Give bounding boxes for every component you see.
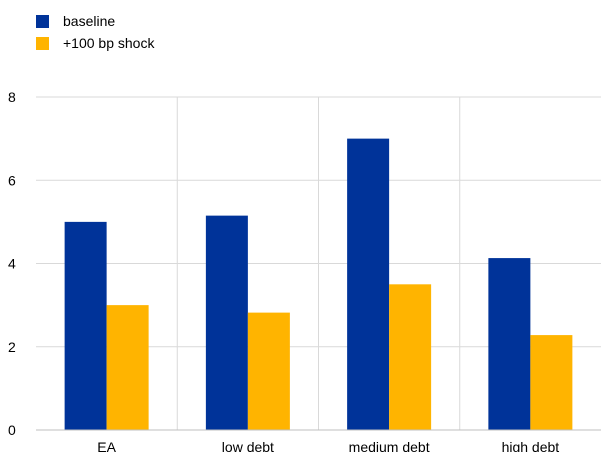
bar-shock — [247, 312, 290, 430]
legend-item-shock: +100 bp shock — [36, 32, 154, 54]
y-tick-label: 4 — [8, 256, 16, 272]
bar-baseline — [347, 138, 390, 430]
bar-shock — [106, 305, 149, 430]
bar-baseline — [205, 215, 248, 430]
bar-shock — [530, 335, 573, 430]
legend-swatch-baseline — [36, 14, 49, 28]
legend-item-baseline: baseline — [36, 10, 154, 32]
bar-shock — [389, 284, 432, 430]
bar-baseline — [488, 258, 531, 430]
bar-baseline — [64, 221, 107, 430]
category-label: high debt — [502, 439, 560, 452]
legend-label-baseline: baseline — [63, 13, 116, 29]
y-tick-label: 0 — [8, 422, 16, 438]
category-label: low debt — [222, 439, 274, 452]
category-label: medium debt — [349, 439, 430, 452]
legend-swatch-shock — [36, 36, 49, 50]
y-tick-label: 8 — [8, 89, 16, 105]
y-tick-label: 2 — [8, 339, 16, 355]
legend-label-shock: +100 bp shock — [63, 35, 155, 51]
y-tick-label: 6 — [8, 172, 16, 188]
legend: baseline +100 bp shock — [36, 10, 154, 54]
category-label: EA — [97, 439, 116, 452]
